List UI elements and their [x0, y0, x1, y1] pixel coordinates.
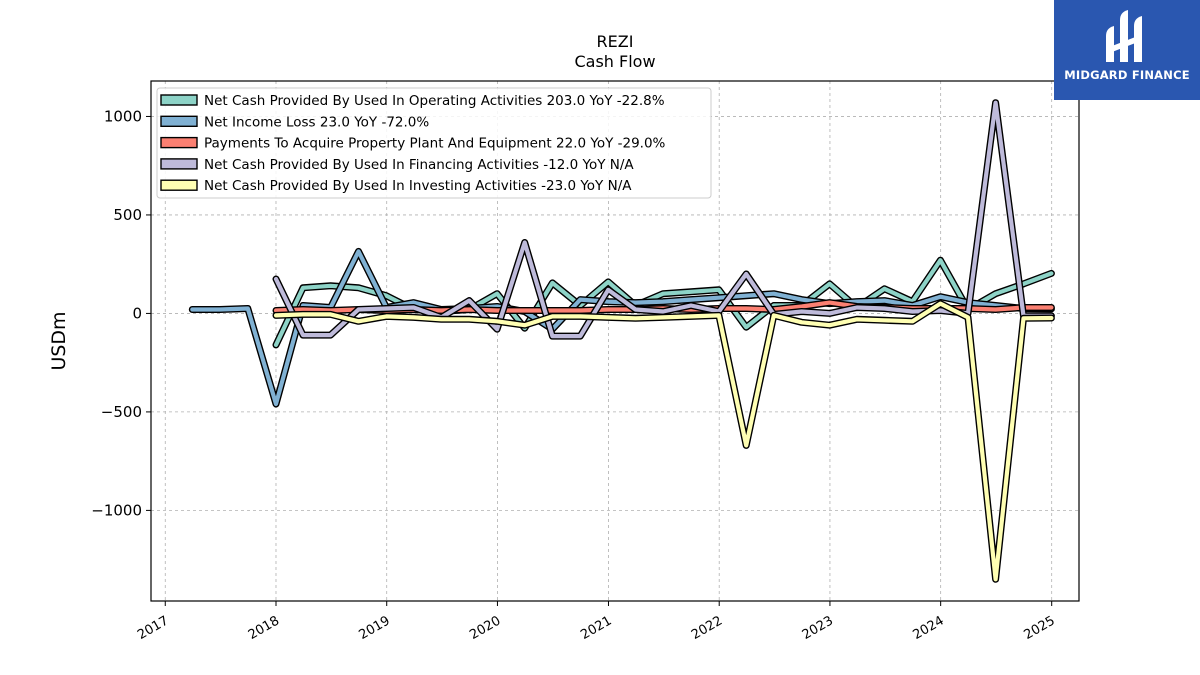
brand-mark-icon	[1106, 10, 1142, 62]
legend-swatch	[160, 94, 198, 106]
legend-swatch	[160, 115, 198, 128]
legend-entry: Net Cash Provided By Used In Operating A…	[204, 93, 665, 109]
chart-title: REZI	[597, 32, 634, 51]
series-line	[188, 247, 1055, 408]
x-tick-label: 2018	[246, 613, 282, 643]
legend-box	[156, 87, 712, 199]
series-line	[272, 300, 1055, 583]
series-line-stroke	[273, 100, 1054, 339]
series-layer	[188, 99, 1055, 583]
x-tick-label: 2017	[135, 613, 171, 643]
y-axis-label: USDm	[48, 311, 70, 370]
x-tick-label: 2019	[357, 613, 393, 643]
chart-subtitle: Cash Flow	[574, 52, 655, 71]
series-line	[272, 99, 1055, 340]
legend-entry: Payments To Acquire Property Plant And E…	[204, 136, 666, 152]
x-tick-label: 2022	[689, 613, 725, 643]
series-line-outline	[188, 247, 1055, 408]
y-tick-label: 0	[132, 304, 142, 322]
brand-logo: MIDGARD FINANCE	[1054, 0, 1200, 100]
legend-entry: Net Income Loss 23.0 YoY -72.0%	[204, 114, 429, 130]
y-tick-label: 500	[113, 206, 142, 224]
legend-entry: Net Cash Provided By Used In Financing A…	[204, 157, 634, 173]
y-tick-label: 1000	[104, 107, 142, 125]
y-tick-label: −1000	[91, 501, 142, 519]
plot-frame	[150, 80, 1080, 602]
legend-entry: Net Cash Provided By Used In Investing A…	[204, 178, 632, 194]
y-tick-label: −500	[101, 403, 142, 421]
y-axis: −1000 −500 0 500 1000	[91, 107, 151, 519]
legend-swatch	[160, 136, 198, 149]
x-tick-label: 2020	[467, 613, 503, 643]
x-tick-label: 2021	[578, 613, 614, 643]
grid-lines	[151, 81, 1079, 601]
legend-swatch	[160, 179, 198, 191]
x-tick-label: 2025	[1022, 613, 1058, 643]
x-tick-label: 2023	[800, 613, 836, 643]
series-line-stroke	[273, 301, 1054, 582]
x-axis: 2017 2018 2019 2020 2021 2022 2023 2024 2025	[135, 601, 1058, 643]
series-line-stroke	[190, 249, 1054, 407]
legend-swatch	[160, 158, 198, 170]
x-tick-label: 2024	[911, 613, 947, 643]
legend: Net Cash Provided By Used In Operating A…	[156, 87, 712, 199]
brand-name: MIDGARD FINANCE	[1064, 68, 1190, 82]
series-line-outline	[272, 300, 1055, 583]
